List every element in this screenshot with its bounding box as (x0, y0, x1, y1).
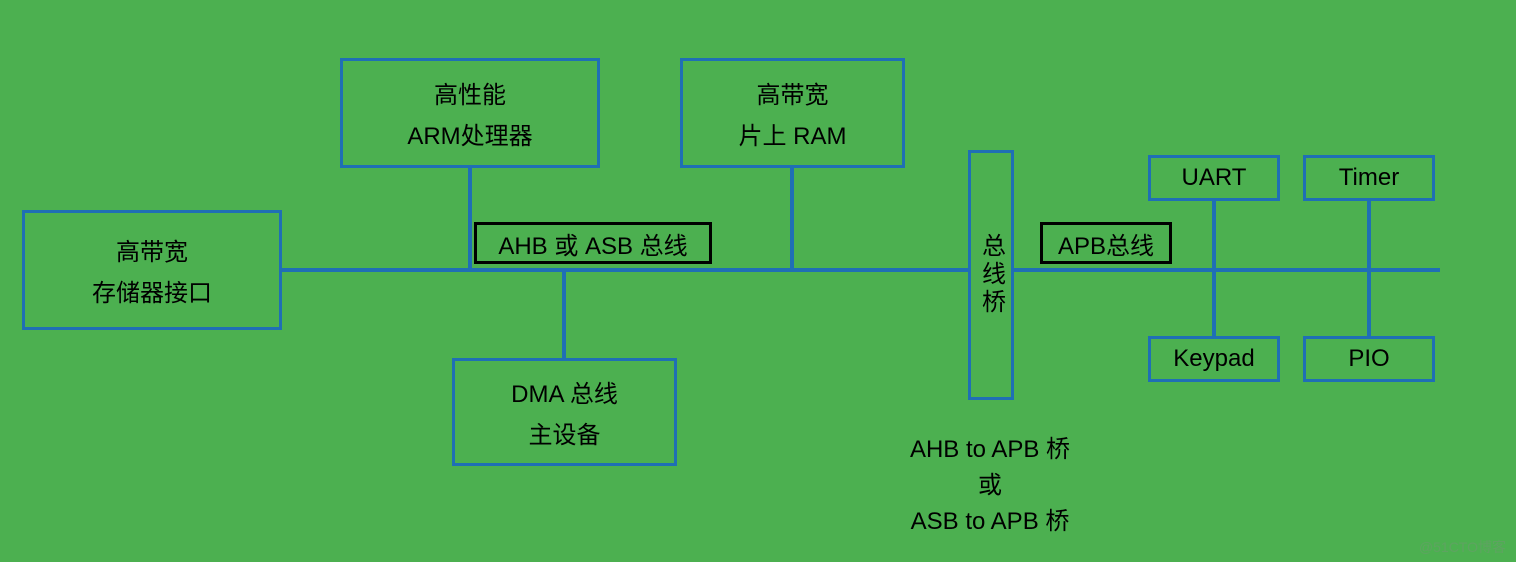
node-dma: DMA 总线主设备 (452, 358, 677, 466)
node-pio-text: PIO (1348, 345, 1389, 373)
connector-dma_rise (562, 270, 566, 358)
node-keypad-text: Keypad (1173, 345, 1254, 373)
connector-arm_drop (468, 168, 472, 270)
node-timer-text: Timer (1339, 164, 1399, 192)
connector-ram_drop (790, 168, 794, 270)
node-arm-line1: 高性能 (434, 75, 506, 110)
bridge-caption: AHB to APB 桥或ASB to APB 桥 (870, 432, 1110, 540)
connector-apb_bus (1014, 268, 1440, 272)
node-ram-line2: 片上 RAM (739, 116, 847, 151)
node-pio: PIO (1303, 336, 1435, 382)
connector-uart_drop (1212, 201, 1216, 270)
node-dma-line2: 主设备 (529, 415, 601, 450)
node-uart: UART (1148, 155, 1280, 201)
watermark: @51CTO博客 (1419, 537, 1506, 557)
node-arm-line2: ARM处理器 (407, 116, 532, 151)
node-mem-if-line2: 存储器接口 (92, 273, 212, 308)
bridge-caption-line1: AHB to APB 桥 (870, 432, 1110, 468)
label-apb-bus-text: APB总线 (1058, 226, 1154, 261)
label-ahb-bus-text: AHB 或 ASB 总线 (498, 226, 687, 261)
node-timer: Timer (1303, 155, 1435, 201)
node-ram: 高带宽片上 RAM (680, 58, 905, 168)
node-ram-line1: 高带宽 (757, 75, 829, 110)
node-mem-if: 高带宽存储器接口 (22, 210, 282, 330)
node-uart-text: UART (1182, 164, 1247, 192)
connector-main_bus (282, 268, 968, 272)
label-ahb-bus: AHB 或 ASB 总线 (474, 222, 712, 264)
bridge-caption-line3: ASB to APB 桥 (870, 504, 1110, 540)
connector-keypad_rise (1212, 270, 1216, 336)
node-keypad: Keypad (1148, 336, 1280, 382)
label-apb-bus: APB总线 (1040, 222, 1172, 264)
connector-timer_drop (1367, 201, 1371, 270)
node-dma-line1: DMA 总线 (511, 374, 618, 409)
bridge-caption-line2: 或 (870, 468, 1110, 504)
node-bridge-text: 总线桥 (974, 233, 1009, 317)
node-arm: 高性能 ARM处理器 (340, 58, 600, 168)
connector-pio_rise (1367, 270, 1371, 336)
node-mem-if-line1: 高带宽 (116, 232, 188, 267)
node-bridge: 总线桥 (968, 150, 1014, 400)
